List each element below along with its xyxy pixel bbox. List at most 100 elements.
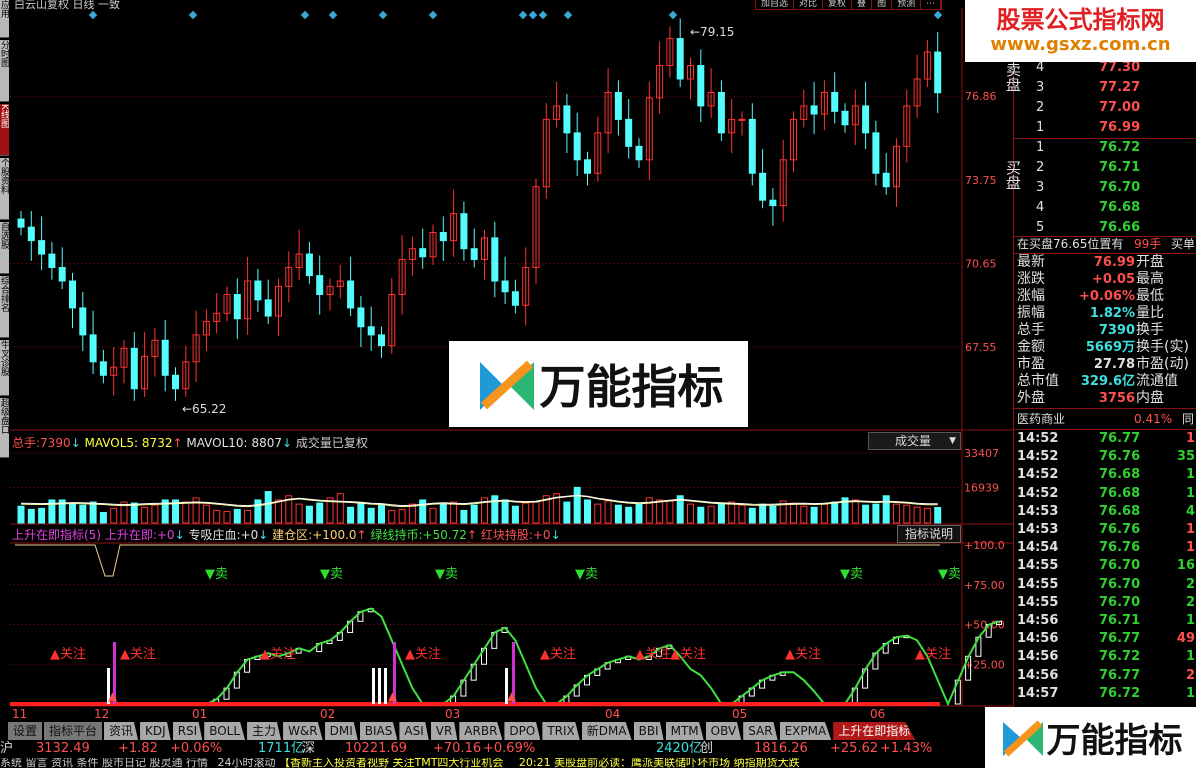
indicator-value: +100.0 (312, 528, 357, 542)
tab-dpo[interactable]: DPO (504, 722, 541, 740)
top-button[interactable]: 对比 (794, 0, 824, 9)
sh-amount: 1711亿 (258, 741, 305, 756)
trade-price: 76.70 (1099, 594, 1141, 610)
tab-上升在即指标[interactable]: 上升在即指标 (833, 722, 916, 740)
left-tab[interactable]: 牛叉诊股 (0, 340, 9, 396)
top-button[interactable]: 图 (872, 0, 893, 9)
volume-bar (491, 495, 499, 524)
trade-row: 14:52 76.68 1 (1014, 485, 1196, 503)
bid-row: 1 76.72 (1014, 138, 1196, 158)
news-ticker[interactable]: 系统 留言 资讯 条件 股市日记 股灵通 行情 24小时滚动 【香新主入投资者视… (0, 758, 1000, 768)
top-button[interactable]: 加自选 (756, 0, 795, 9)
bid-row: 3 76.70 (1014, 178, 1196, 198)
tab-trix[interactable]: TRIX (542, 722, 580, 740)
left-tab[interactable]: 个股资料 (0, 158, 9, 220)
candle (470, 248, 478, 260)
tab-w&r[interactable]: W&R (283, 722, 323, 740)
left-tab[interactable]: 应用 (0, 0, 9, 38)
tab-sar[interactable]: SAR (743, 722, 778, 740)
trade-price: 76.76 (1099, 540, 1141, 556)
volume-bar (481, 497, 488, 524)
signal-diamond-icon (300, 10, 310, 20)
trade-row: 14:56 76.71 1 (1014, 612, 1196, 630)
tab-主力[interactable]: 主力 (247, 722, 282, 740)
mavol5-label: MAVOL5: (84, 436, 139, 450)
indicator-help-button[interactable]: 指标说明 (897, 525, 961, 543)
indicator-tick: +75.00 (964, 579, 1005, 592)
volume-bar (347, 506, 355, 524)
tab-设置[interactable]: 设置 (8, 722, 43, 740)
left-tab[interactable]: K线图 (0, 104, 9, 156)
tab-obv[interactable]: OBV (705, 722, 742, 740)
candle (645, 97, 653, 161)
tab-资讯[interactable]: 资讯 (104, 722, 139, 740)
left-tab[interactable]: 综合排名 (0, 276, 9, 338)
news-headline[interactable]: 【香新主入投资者视野 关注TMT四大行业机会 (278, 758, 504, 768)
tab-dmi[interactable]: DMI (324, 722, 358, 740)
left-tab[interactable]: 自选股 (0, 222, 9, 274)
candle (275, 285, 282, 317)
candle (89, 334, 97, 363)
candle (800, 105, 808, 120)
volume-bar (470, 504, 478, 524)
top-button[interactable]: 叠 (852, 0, 873, 9)
volume-bar (604, 500, 612, 524)
signal-diamond-icon (328, 10, 338, 20)
tab-vr[interactable]: VR (430, 722, 458, 740)
trade-volume: 1 (1185, 649, 1195, 665)
arrow-icon: ↓ (258, 528, 269, 542)
trade-time: 14:56 (1017, 631, 1059, 647)
volume-indicator-select[interactable]: 成交量 ▼ (868, 432, 961, 450)
watch-signal: ▲关注 (915, 647, 951, 662)
top-button[interactable]: ⋯ (921, 0, 942, 9)
tab-expma[interactable]: EXPMA (779, 722, 832, 740)
news-label: 24小时滚动 (217, 758, 276, 768)
watermark-text: 万能指标 (539, 360, 724, 414)
tab-rsi[interactable]: RSI (172, 722, 203, 740)
volume-bar (862, 504, 870, 524)
watermark-bottom-logo: 万能指标 (985, 707, 1196, 768)
stat-label2: 量比 (1136, 305, 1164, 321)
news-tabs[interactable]: 系统 留言 资讯 条件 股市日记 股灵通 行情 (0, 758, 208, 768)
tab-arbr[interactable]: ARBR (459, 722, 503, 740)
stat-label: 总手 (1017, 322, 1045, 338)
tab-bbi[interactable]: BBI (633, 722, 664, 740)
candle (717, 91, 725, 134)
candle (130, 347, 138, 390)
watch-signal: ▲关注 (540, 647, 576, 662)
watch-signal: ▲关注 (50, 647, 86, 662)
trade-price: 76.71 (1099, 613, 1141, 628)
bid-price: 76.70 (1099, 180, 1141, 195)
sector-pct: 0.41% (1134, 412, 1173, 426)
tab-mtm[interactable]: MTM (665, 722, 704, 740)
top-button[interactable]: 复权 (823, 0, 853, 9)
candle (439, 232, 447, 242)
volume-bar (522, 502, 530, 524)
signal-diamond-icon (88, 10, 98, 20)
trade-row: 14:53 76.68 4 (1014, 503, 1196, 521)
trade-row: 14:56 76.77 49 (1014, 630, 1196, 648)
tab-新dma[interactable]: 新DMA (581, 722, 632, 740)
tab-boll[interactable]: BOLL (204, 722, 246, 740)
news-headline[interactable]: 美股盘前必读：鹰派美联储吓坏市场 纳指期货大跌 (554, 758, 800, 768)
tab-bias[interactable]: BIAS (359, 722, 398, 740)
volume-bar (388, 509, 396, 524)
candle (697, 65, 705, 107)
tab-指标平台[interactable]: 指标平台 (44, 722, 103, 740)
magenta-bar (512, 642, 515, 704)
volume-bar (58, 499, 66, 524)
tab-kdj[interactable]: KDJ (140, 722, 171, 740)
top-button[interactable]: 预测 (892, 0, 922, 9)
trade-volume: 1 (1185, 613, 1195, 628)
trade-volume: 1 (1185, 685, 1195, 701)
tab-asi[interactable]: ASI (399, 722, 429, 740)
candle (182, 361, 190, 390)
candle (851, 105, 859, 126)
left-tab[interactable]: 分时图 (0, 40, 9, 102)
magenta-bar (393, 642, 396, 704)
high-annotation: ←79.15 (690, 25, 734, 39)
left-tab[interactable]: 超级盘口 (0, 398, 9, 458)
volume-bar (697, 506, 705, 524)
watch-signal: ▲关注 (260, 647, 296, 662)
trade-time: 14:52 (1017, 485, 1059, 501)
